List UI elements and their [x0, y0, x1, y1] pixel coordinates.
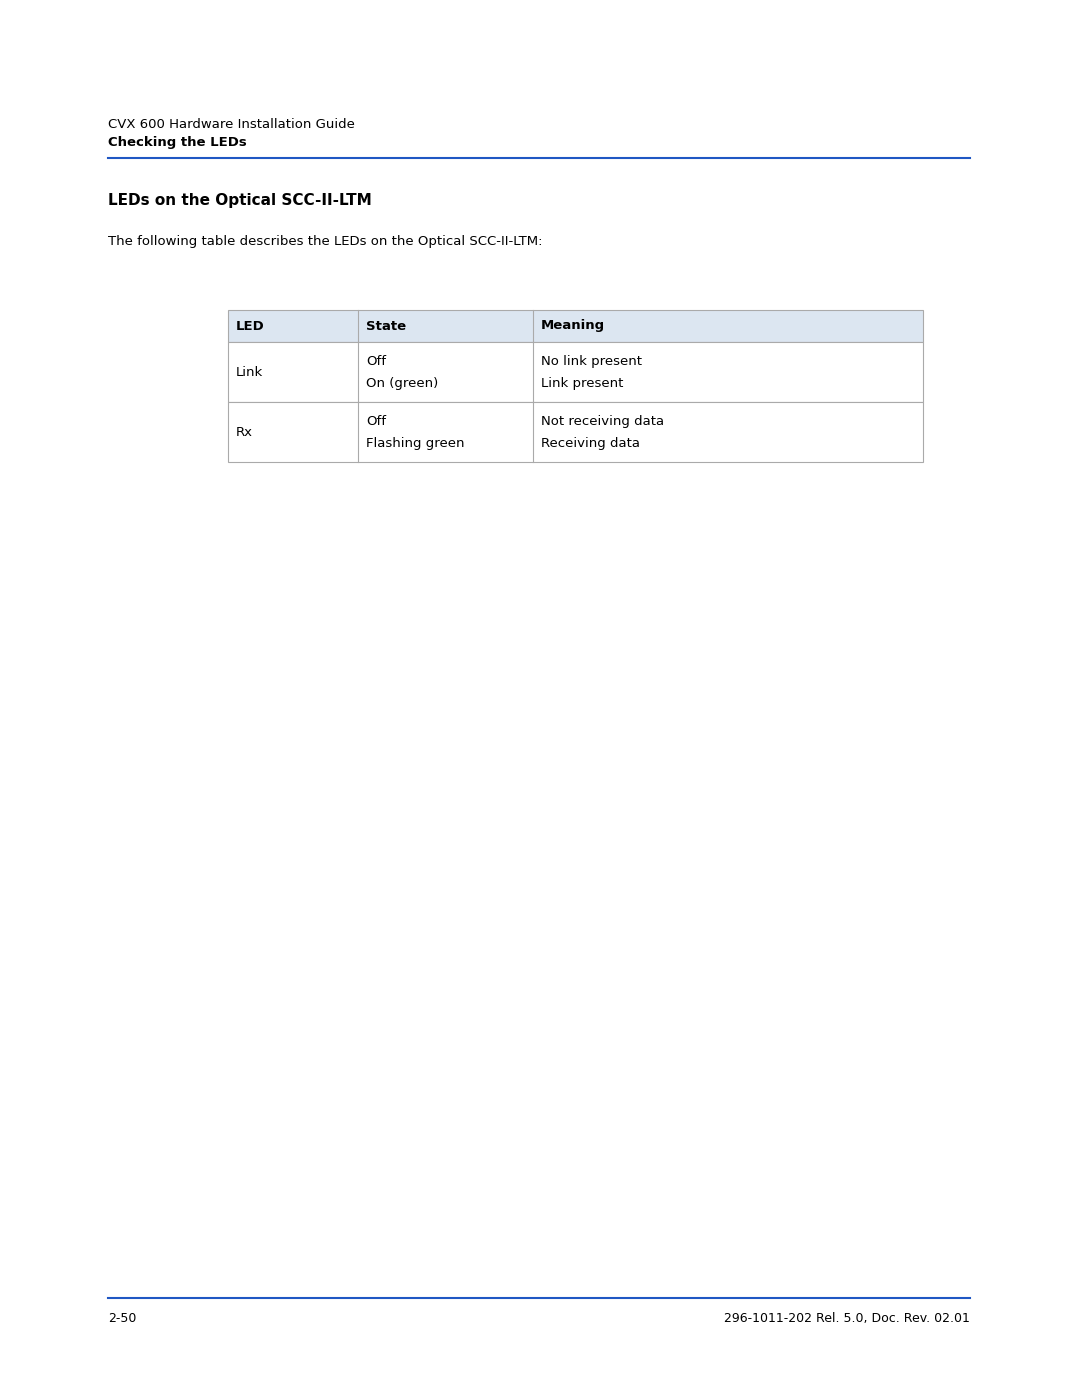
- Bar: [228, 402, 923, 462]
- Text: Rx: Rx: [237, 426, 253, 439]
- Text: 2-50: 2-50: [108, 1312, 136, 1324]
- Text: Flashing green: Flashing green: [366, 437, 464, 450]
- Text: No link present: No link present: [541, 355, 642, 369]
- Text: 296-1011-202 Rel. 5.0, Doc. Rev. 02.01: 296-1011-202 Rel. 5.0, Doc. Rev. 02.01: [724, 1312, 970, 1324]
- Text: Meaning: Meaning: [541, 320, 605, 332]
- Text: Off: Off: [366, 355, 386, 369]
- Bar: [228, 342, 923, 402]
- Text: CVX 600 Hardware Installation Guide: CVX 600 Hardware Installation Guide: [108, 117, 355, 131]
- Text: Link: Link: [237, 366, 264, 379]
- Text: The following table describes the LEDs on the Optical SCC-II-LTM:: The following table describes the LEDs o…: [108, 235, 542, 249]
- Bar: [228, 310, 923, 342]
- Text: Link present: Link present: [541, 377, 623, 390]
- Text: Off: Off: [366, 415, 386, 429]
- Text: Checking the LEDs: Checking the LEDs: [108, 136, 246, 149]
- Text: LEDs on the Optical SCC-II-LTM: LEDs on the Optical SCC-II-LTM: [108, 193, 372, 208]
- Text: Not receiving data: Not receiving data: [541, 415, 664, 429]
- Text: State: State: [366, 320, 406, 332]
- Text: On (green): On (green): [366, 377, 438, 390]
- Text: LED: LED: [237, 320, 265, 332]
- Text: Receiving data: Receiving data: [541, 437, 640, 450]
